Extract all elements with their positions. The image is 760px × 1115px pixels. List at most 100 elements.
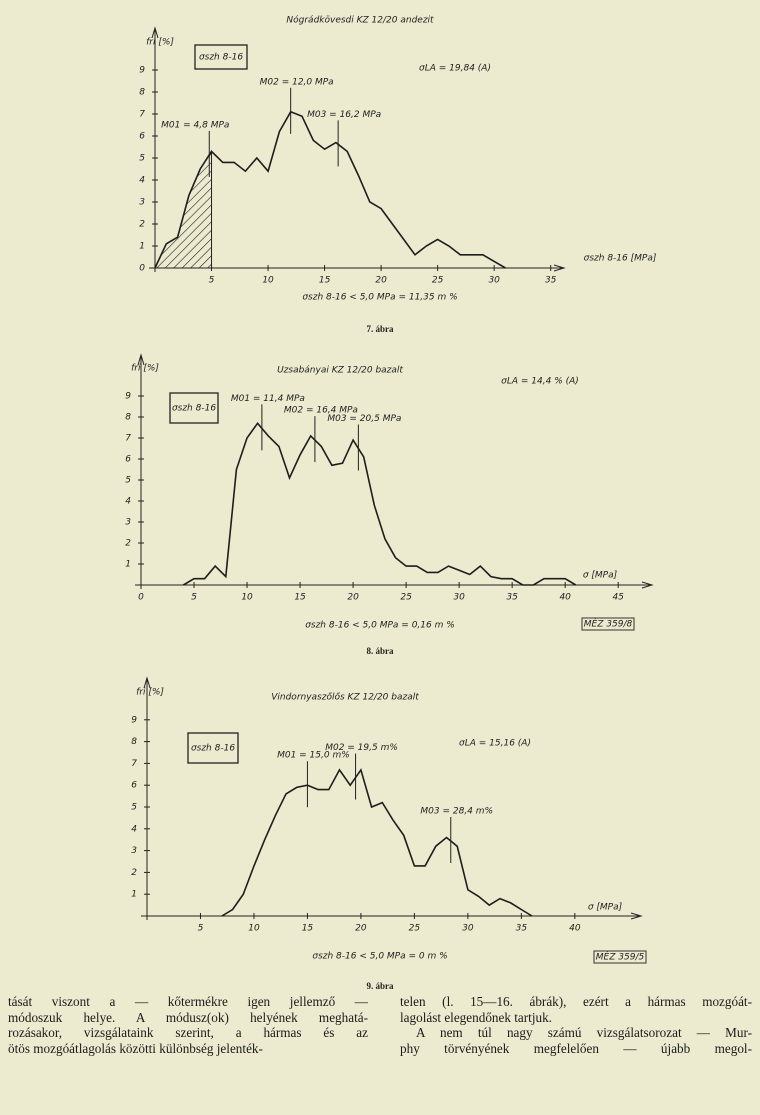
y-tick-label: 4 bbox=[131, 824, 137, 834]
y-axis-label: fri [%] bbox=[146, 38, 174, 48]
x-tick-label: 15 bbox=[302, 924, 314, 934]
y-tick-label: 7 bbox=[139, 110, 145, 120]
y-tick-label: 2 bbox=[131, 868, 137, 878]
x-tick-label: 45 bbox=[612, 593, 624, 603]
mode-label: M02 = 12,0 MPa bbox=[260, 77, 334, 87]
y-axis-label: fri [%] bbox=[131, 364, 159, 374]
x-tick-label: 35 bbox=[516, 924, 528, 934]
mode-label: M02 = 19,5 m% bbox=[325, 743, 398, 753]
mode-label: M01 = 4,8 MPa bbox=[161, 120, 229, 130]
text-line: módoszuk helye. A módusz(ok) helyének me… bbox=[8, 1009, 368, 1025]
y-tick-label: 6 bbox=[125, 455, 131, 465]
legend-label: σszh 8-16 bbox=[191, 744, 235, 754]
y-tick-label: 4 bbox=[125, 497, 131, 507]
stamp-box bbox=[581, 617, 635, 631]
y-tick-label: 8 bbox=[139, 88, 145, 98]
legend-label: σszh 8-16 bbox=[172, 404, 216, 414]
y-tick-label: 5 bbox=[131, 803, 137, 813]
y-axis-label: fri [%] bbox=[136, 688, 164, 698]
y-tick-label: 6 bbox=[131, 781, 137, 791]
mode-label: M02 = 16,4 MPa bbox=[284, 406, 358, 416]
footnote: σszh 8-16 < 5,0 MPa = 0 m % bbox=[312, 952, 447, 962]
y-tick-label: 5 bbox=[125, 476, 131, 486]
mode-label: M03 = 28,4 m% bbox=[420, 807, 493, 817]
x-tick-label: 20 bbox=[347, 593, 359, 603]
x-tick-label: 30 bbox=[488, 276, 500, 286]
footnote: σszh 8-16 < 5,0 MPa = 11,35 m % bbox=[302, 293, 457, 303]
stamp: MÉZ 359/8 bbox=[584, 618, 633, 630]
x-axis-label: σszh 8-16 [MPa] bbox=[584, 254, 657, 264]
text-line: ötös mozgóátlagolás közötti különbség je… bbox=[8, 1040, 263, 1056]
mode-label: M01 = 15,0 m% bbox=[277, 751, 350, 761]
y-tick-label: 2 bbox=[139, 220, 145, 230]
right-column: telen (l. 15—16. ábrák), ezért a hármas … bbox=[400, 994, 752, 1056]
footnote: σszh 8-16 < 5,0 MPa = 0,16 m % bbox=[305, 621, 455, 631]
y-tick-label: 9 bbox=[131, 715, 137, 725]
text-line: phy törvényének megfelelően — újabb mego… bbox=[400, 1040, 752, 1056]
frequency-curve bbox=[221, 768, 533, 917]
x-tick-label: 25 bbox=[409, 924, 421, 934]
chart-title: Nógrádkövesdi KZ 12/20 andezit bbox=[286, 15, 434, 26]
text-line: tását viszont a — kőtermékre igen jellem… bbox=[8, 994, 368, 1009]
y-tick-label: 2 bbox=[125, 539, 131, 549]
y-tick-label: 4 bbox=[139, 176, 145, 186]
y-tick-label: 3 bbox=[139, 198, 145, 208]
x-tick-label: 25 bbox=[400, 593, 412, 603]
y-tick-label: 7 bbox=[125, 434, 131, 444]
y-tick-label: 5 bbox=[139, 154, 145, 164]
axis-arrow bbox=[137, 353, 145, 366]
legend-label: σszh 8-16 bbox=[199, 53, 243, 63]
y-tick-label: 0 bbox=[139, 264, 145, 274]
x-tick-label: 40 bbox=[559, 593, 571, 603]
legend-box bbox=[194, 44, 248, 70]
x-tick-label: 5 bbox=[209, 276, 215, 286]
chart-title: Vindornyaszőlős KZ 12/20 bazalt bbox=[271, 693, 419, 703]
x-tick-label: 20 bbox=[355, 924, 367, 934]
axis-arrow bbox=[151, 26, 159, 39]
axis-arrow bbox=[553, 264, 566, 272]
legend-box bbox=[169, 392, 219, 424]
la-label: σLA = 14,4 % (A) bbox=[501, 377, 579, 387]
axis-arrow bbox=[630, 912, 643, 920]
text-line: A nem túl nagy számú vizsgálatsorozat — … bbox=[416, 1025, 752, 1041]
x-axis-label: σ [MPa] bbox=[583, 571, 618, 581]
y-tick-label: 1 bbox=[131, 890, 137, 900]
x-tick-label: 20 bbox=[375, 276, 387, 286]
text-line: rozásakor, vizsgálataink szerint, a hárm… bbox=[8, 1025, 368, 1041]
text-line: lagolást elegendőnek tartjuk. bbox=[400, 1009, 552, 1025]
x-tick-label: 10 bbox=[262, 276, 274, 286]
la-label: σLA = 19,84 (A) bbox=[419, 64, 491, 74]
caption: 9. ábra bbox=[367, 981, 395, 990]
left-column: tását viszont a — kőtermékre igen jellem… bbox=[8, 994, 368, 1056]
axis-arrow bbox=[143, 676, 151, 689]
y-tick-label: 6 bbox=[139, 132, 145, 142]
x-tick-label: 35 bbox=[545, 276, 557, 286]
mode-label: M03 = 16,2 MPa bbox=[307, 110, 381, 120]
axis-arrow bbox=[641, 581, 654, 589]
y-tick-label: 3 bbox=[131, 846, 137, 856]
y-tick-label: 9 bbox=[139, 66, 145, 76]
text-line: telen (l. 15—16. ábrák), ezért a hármas … bbox=[400, 994, 752, 1009]
y-tick-label: 8 bbox=[125, 413, 131, 423]
y-tick-label: 7 bbox=[131, 759, 137, 769]
chart-title: Uzsabányai KZ 12/20 bazalt bbox=[277, 366, 403, 376]
x-tick-label: 10 bbox=[248, 924, 260, 934]
frequency-curve bbox=[182, 422, 577, 586]
x-tick-label: 5 bbox=[191, 593, 197, 603]
stamp: MÉZ 359/5 bbox=[596, 951, 645, 963]
caption: 7. ábra bbox=[367, 324, 395, 334]
x-tick-label: 40 bbox=[569, 924, 581, 934]
x-tick-label: 35 bbox=[506, 593, 518, 603]
y-tick-label: 1 bbox=[139, 242, 145, 252]
x-tick-label: 25 bbox=[432, 276, 444, 286]
y-tick-label: 3 bbox=[125, 518, 131, 528]
la-label: σLA = 15,16 (A) bbox=[459, 739, 531, 749]
stamp-box bbox=[593, 950, 647, 964]
x-tick-label: 30 bbox=[453, 593, 465, 603]
x-tick-label: 10 bbox=[241, 593, 253, 603]
y-tick-label: 8 bbox=[131, 737, 137, 747]
x-axis-label: σ [MPa] bbox=[588, 903, 623, 913]
mode-label: M01 = 11,4 MPa bbox=[231, 394, 305, 404]
